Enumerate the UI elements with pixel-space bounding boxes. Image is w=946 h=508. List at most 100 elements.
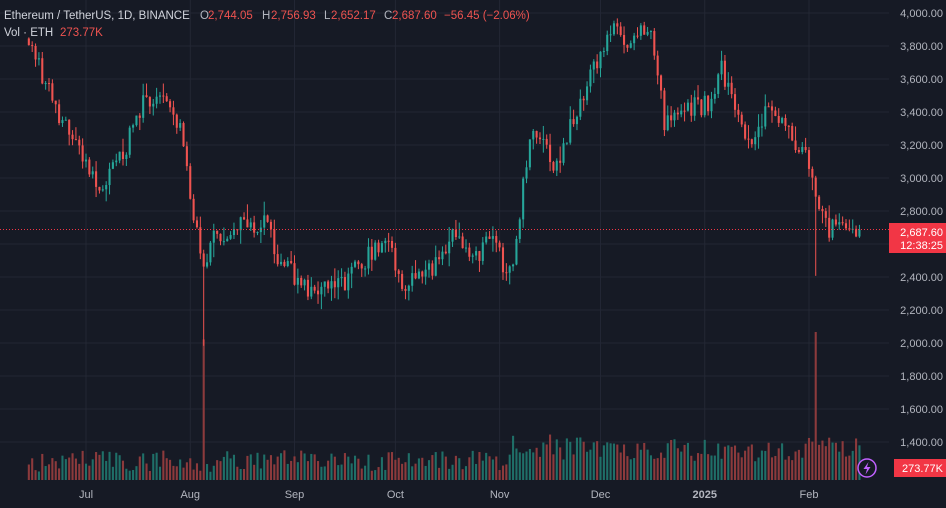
candle-body [189, 166, 192, 199]
candle-body [485, 236, 488, 243]
candle-body [34, 45, 37, 60]
time-axis[interactable]: Jul Aug Sep Oct Nov Dec 2025 Feb [79, 489, 819, 501]
candle-body [549, 144, 552, 163]
volume-bar [680, 451, 683, 480]
candle-body [629, 43, 632, 48]
candle-body [680, 110, 683, 115]
volume-bar [64, 459, 67, 480]
volume-bar [323, 466, 326, 480]
candle-body [505, 272, 508, 274]
volume-bar [108, 451, 111, 480]
candle-body [158, 95, 162, 97]
candle-body [169, 101, 172, 108]
volume-bar [394, 459, 397, 480]
candle-body [118, 151, 121, 161]
volume-bar [760, 450, 763, 480]
volume-bar [41, 453, 44, 480]
volume-bar [824, 446, 827, 480]
volume-bar [744, 450, 747, 480]
volume-bar [226, 451, 229, 480]
volume-bar [404, 462, 407, 480]
candle-body [683, 110, 686, 112]
volume-bar [61, 455, 64, 480]
candle-body [575, 116, 579, 125]
candle-body [639, 25, 642, 36]
volume-bar [471, 450, 474, 480]
volume-bar [300, 450, 303, 480]
volume-bar [209, 471, 212, 480]
volume-bar [350, 463, 353, 480]
candle-body [488, 236, 491, 239]
candle-body [747, 138, 750, 140]
candle-body [323, 281, 326, 287]
volume-bar [538, 456, 542, 480]
volume-bar [101, 451, 104, 480]
volume-bar [266, 459, 269, 480]
candle-body [586, 86, 589, 101]
volume-bar [431, 455, 434, 480]
candle-body [740, 114, 743, 125]
symbol-title[interactable]: Ethereum / TetherUS, 1D, BINANCE [4, 10, 190, 22]
volume-bar [636, 443, 639, 480]
volume-bar [91, 459, 94, 480]
volume-bar [791, 460, 794, 480]
candle-body [770, 106, 774, 111]
volume-bar [105, 460, 108, 480]
candle-body [555, 160, 558, 171]
candle-body [438, 257, 441, 260]
open-label: O [200, 10, 209, 22]
volume-bar [774, 455, 777, 480]
time-tick-label: Nov [490, 489, 510, 501]
candle-body [219, 233, 222, 242]
candle-body [542, 138, 545, 140]
volume-bar [219, 461, 222, 480]
price-axis[interactable]: 4,000.00 3,800.00 3,600.00 3,400.00 3,200.00… [900, 8, 943, 449]
volume-bar [572, 454, 575, 480]
lightning-icon[interactable] [857, 458, 877, 478]
candle-body [172, 107, 175, 115]
volume-bar [831, 442, 834, 480]
volume-bar [115, 452, 118, 480]
volume-label[interactable]: Vol · ETH [4, 27, 53, 39]
volume-bar [414, 463, 417, 480]
volume-bar [855, 438, 858, 480]
volume-bar [838, 451, 841, 480]
volume-bar [535, 447, 538, 480]
volume-bar [737, 452, 740, 480]
candle-body [293, 263, 296, 285]
candle-body [787, 125, 790, 127]
candle-body [848, 228, 851, 230]
volume-bar [451, 464, 454, 480]
candle-body [811, 168, 814, 178]
volume-bar [623, 444, 626, 480]
volume-bar [501, 465, 505, 480]
volume-bar [629, 459, 632, 480]
candle-body [51, 83, 54, 101]
candle-body [390, 240, 394, 248]
candle-body [276, 254, 279, 265]
volume-bar [727, 445, 730, 480]
price-tick-label: 4,000.00 [900, 8, 943, 20]
candle-body [266, 215, 269, 222]
volume-bar [794, 451, 797, 480]
candle-body [229, 235, 232, 239]
candle-body [222, 241, 225, 243]
volume-bar [475, 463, 478, 480]
candle-body [243, 217, 246, 220]
candle-body [357, 261, 360, 265]
volume-bar [202, 339, 205, 480]
candle-body [417, 271, 420, 279]
candle-body [750, 139, 753, 145]
candle-body [47, 83, 51, 85]
candle-body [828, 217, 831, 238]
volume-bar [367, 454, 370, 480]
candle-body [801, 146, 804, 153]
candle-body [838, 222, 841, 225]
volume-bar [424, 465, 427, 480]
price-tick-label: 3,600.00 [900, 74, 943, 86]
volume-bar [512, 435, 515, 480]
volume-bar [848, 455, 851, 480]
time-tick-label: Dec [591, 489, 611, 501]
